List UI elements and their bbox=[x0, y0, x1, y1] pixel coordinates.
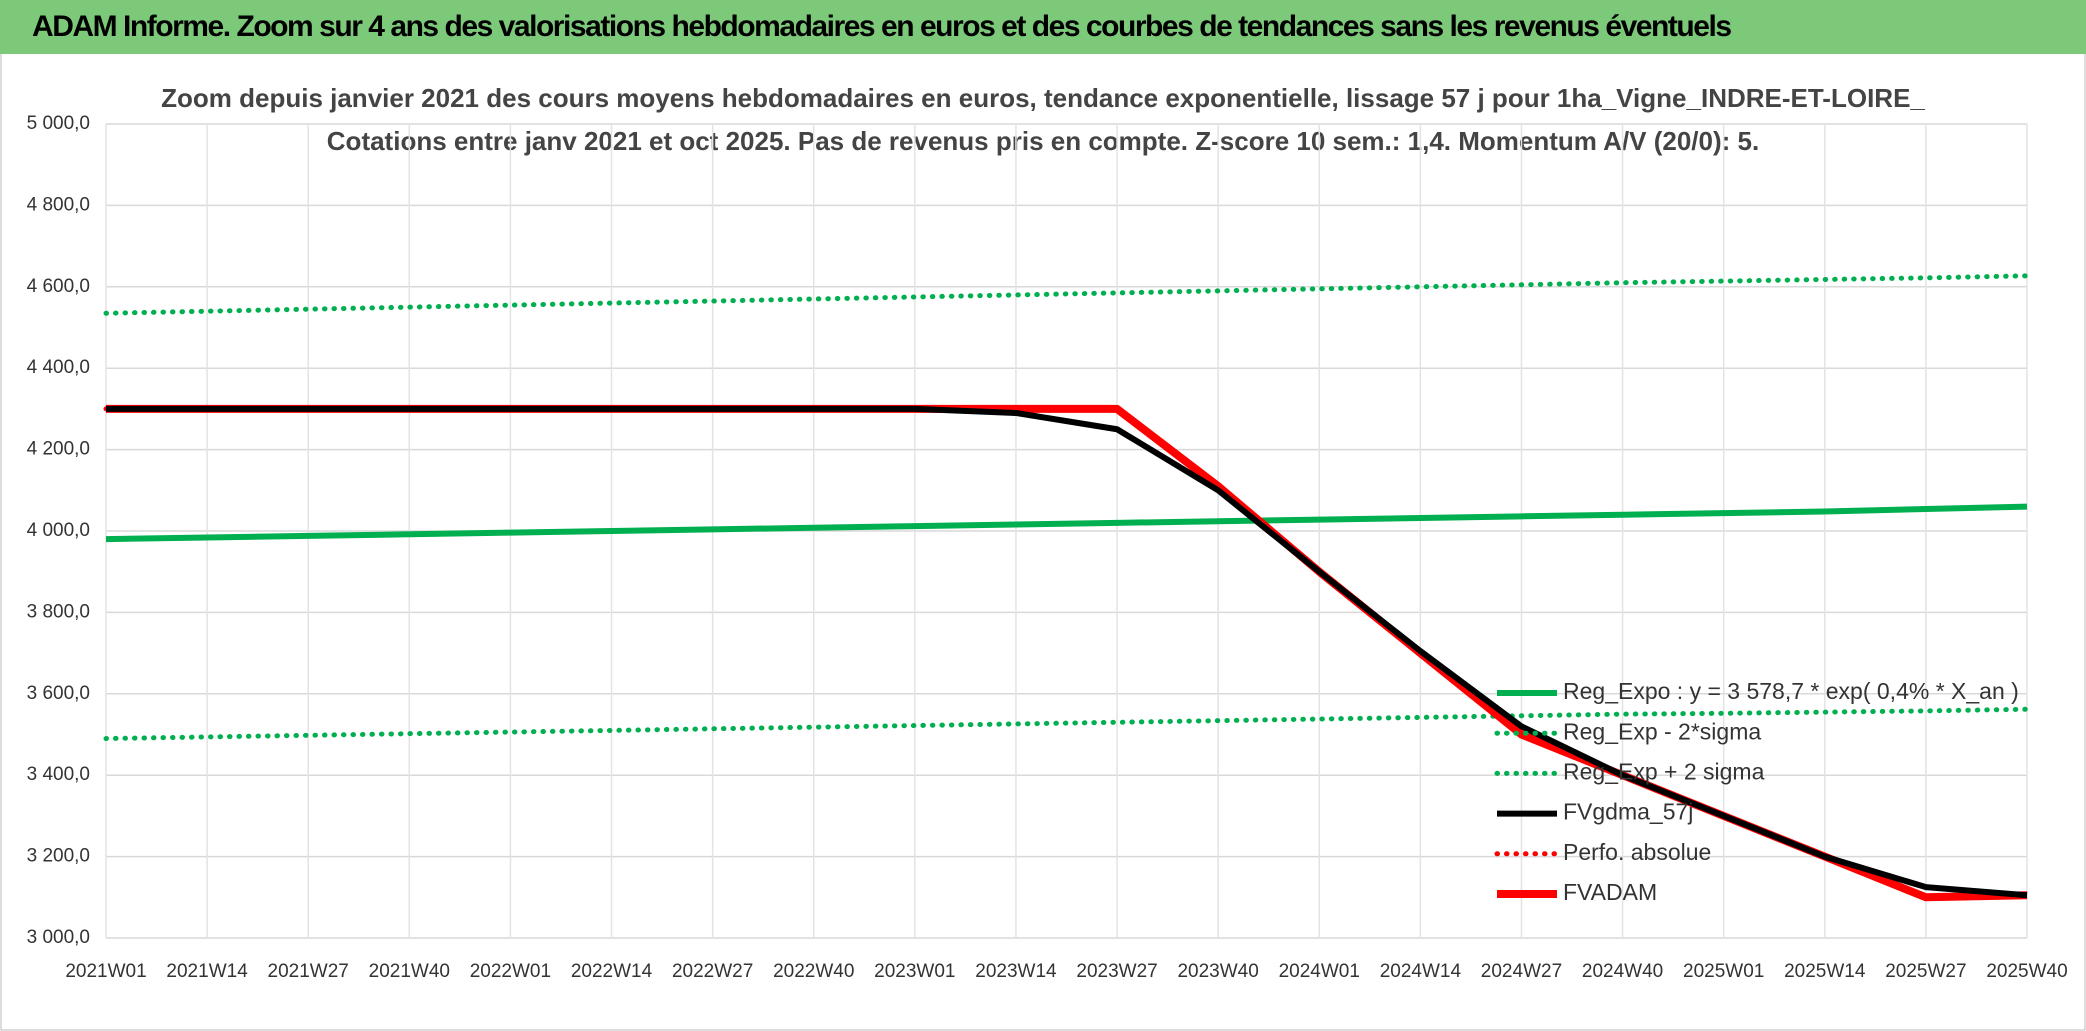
y-tick-label: 3 600,0 bbox=[27, 683, 90, 704]
chart-subtitle: Cotations entre janv 2021 et oct 2025. P… bbox=[327, 126, 1759, 156]
x-tick-label: 2023W01 bbox=[874, 961, 955, 982]
x-tick-label: 2022W01 bbox=[470, 961, 551, 982]
legend-label: FVADAM bbox=[1563, 879, 1657, 905]
x-tick-label: 2025W14 bbox=[1784, 961, 1866, 982]
x-tick-label: 2021W27 bbox=[268, 961, 349, 982]
x-tick-label: 2023W27 bbox=[1076, 961, 1157, 982]
x-tick-label: 2024W40 bbox=[1582, 961, 1663, 982]
x-tick-label: 2023W40 bbox=[1177, 961, 1258, 982]
x-tick-label: 2025W01 bbox=[1683, 961, 1764, 982]
legend-label: Reg_Exp + 2 sigma bbox=[1563, 758, 1765, 784]
x-tick-label: 2025W40 bbox=[1986, 961, 2067, 982]
legend-label: FVgdma_57j bbox=[1563, 799, 1693, 825]
y-tick-label: 4 200,0 bbox=[27, 439, 90, 460]
legend-label: Reg_Exp - 2*sigma bbox=[1563, 718, 1761, 744]
legend-label: Perfo. absolue bbox=[1563, 839, 1711, 865]
series-line bbox=[106, 405, 2028, 899]
y-tick-label: 3 800,0 bbox=[27, 601, 90, 622]
x-tick-label: 2022W14 bbox=[571, 961, 653, 982]
x-tick-label: 2023W14 bbox=[975, 961, 1057, 982]
y-tick-label: 4 400,0 bbox=[27, 357, 90, 378]
y-tick-label: 4 600,0 bbox=[27, 276, 90, 297]
x-tick-label: 2024W27 bbox=[1481, 961, 1562, 982]
x-tick-label: 2022W40 bbox=[773, 961, 854, 982]
y-tick-label: 3 000,0 bbox=[27, 927, 90, 948]
y-tick-label: 4 000,0 bbox=[27, 520, 90, 541]
y-tick-label: 5 000,0 bbox=[27, 113, 90, 134]
x-tick-label: 2021W14 bbox=[166, 961, 248, 982]
chart-title: Zoom depuis janvier 2021 des cours moyen… bbox=[161, 83, 1925, 113]
header-title: ADAM Informe. Zoom sur 4 ans des valoris… bbox=[32, 10, 1732, 43]
x-tick-label: 2024W01 bbox=[1279, 961, 1360, 982]
series-line bbox=[103, 706, 2030, 742]
x-tick-label: 2025W27 bbox=[1885, 961, 1966, 982]
y-tick-label: 4 800,0 bbox=[27, 194, 90, 215]
x-tick-label: 2022W27 bbox=[672, 961, 753, 982]
x-tick-label: 2021W40 bbox=[369, 961, 450, 982]
legend-label: Reg_Expo : y = 3 578,7 * exp( 0,4% * X_a… bbox=[1563, 678, 2019, 704]
x-tick-label: 2021W01 bbox=[65, 961, 146, 982]
header-bar bbox=[0, 0, 2086, 54]
series-line bbox=[103, 273, 2030, 316]
y-tick-label: 3 400,0 bbox=[27, 764, 90, 785]
x-tick-label: 2024W14 bbox=[1380, 961, 1462, 982]
y-tick-label: 3 200,0 bbox=[27, 846, 90, 867]
series-line bbox=[105, 503, 2028, 543]
